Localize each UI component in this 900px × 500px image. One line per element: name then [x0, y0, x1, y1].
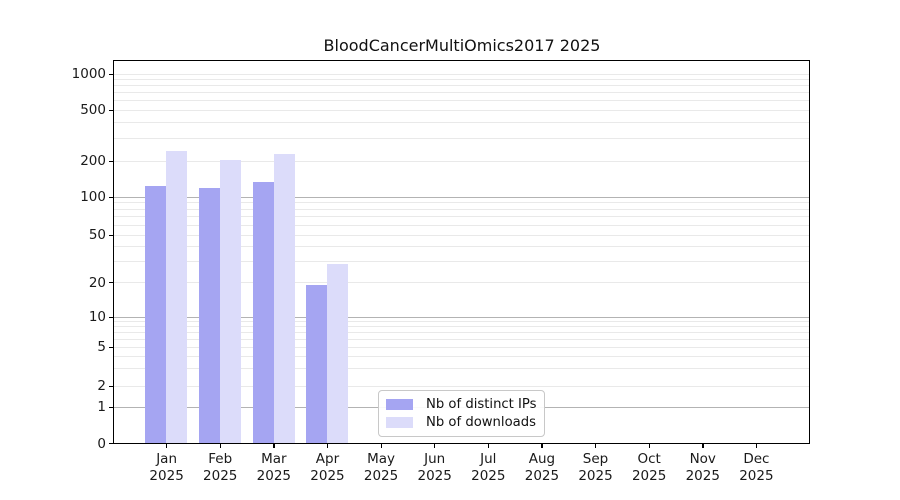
x-tick-label-jun: Jun 2025	[417, 451, 452, 484]
gridline-minor-2	[114, 385, 809, 387]
x-tick-label-sep: Sep 2025	[578, 451, 613, 484]
plot-area	[113, 60, 810, 444]
x-tick-mark-jul	[487, 444, 490, 448]
y-tick-mark-100	[109, 196, 113, 198]
y-tick-label-10: 10	[88, 309, 106, 325]
x-tick-mark-mar	[273, 444, 275, 448]
x-tick-label-feb: Feb 2025	[203, 451, 238, 484]
bar-apr-downloads	[327, 263, 349, 443]
legend-label-downloads: Nb of downloads	[426, 415, 536, 430]
x-tick-label-oct: Oct 2025	[631, 451, 667, 484]
y-tick-label-100: 100	[80, 189, 106, 205]
bar-mar-distinct-ips	[252, 181, 274, 443]
legend-label-distinct-ips: Nb of distinct IPs	[426, 397, 537, 412]
y-tick-mark-10	[109, 316, 113, 318]
gridline-minor-4	[114, 356, 809, 358]
bar-jan-distinct-ips	[145, 185, 167, 443]
gridline-minor-8	[114, 326, 809, 328]
x-tick-mark-jan	[166, 444, 168, 448]
gridline-minor-60	[114, 224, 809, 226]
y-tick-mark-1000	[109, 73, 113, 75]
x-tick-mark-jun	[434, 444, 436, 448]
chart-title: BloodCancerMultiOmics2017 2025	[323, 36, 601, 55]
x-tick-mark-sep	[595, 444, 597, 448]
gridline-minor-6	[114, 338, 809, 340]
legend-swatch-downloads-icon	[386, 417, 413, 428]
y-tick-mark-50	[109, 234, 113, 236]
x-tick-mark-may	[380, 444, 382, 448]
gridline-minor-1000	[114, 73, 809, 75]
y-tick-mark-0	[109, 443, 113, 445]
gridline-minor-400	[114, 122, 809, 124]
y-tick-label-500: 500	[80, 102, 106, 118]
gridline-major-10	[114, 316, 809, 318]
gridline-minor-900	[114, 79, 809, 81]
legend-item-downloads: Nb of downloads	[386, 415, 544, 430]
y-tick-mark-2	[109, 385, 113, 387]
y-tick-label-50: 50	[88, 227, 106, 243]
bar-feb-distinct-ips	[198, 187, 220, 443]
gridline-minor-700	[114, 92, 809, 94]
y-tick-label-2: 2	[97, 378, 106, 394]
gridline-minor-40	[114, 246, 809, 248]
x-tick-label-jul: Jul 2025	[471, 451, 506, 484]
y-tick-mark-5	[109, 346, 113, 348]
gridline-minor-9	[114, 321, 809, 323]
gridline-minor-20	[114, 282, 809, 284]
gridline-major-100	[114, 196, 809, 198]
x-tick-mark-apr	[326, 444, 329, 448]
y-tick-label-20: 20	[88, 274, 106, 291]
gridline-minor-90	[114, 202, 809, 204]
y-tick-mark-500	[109, 109, 113, 111]
gridline-minor-500	[114, 109, 809, 111]
x-tick-mark-aug	[541, 444, 543, 448]
x-tick-label-nov: Nov 2025	[685, 451, 720, 484]
x-tick-label-jan: Jan 2025	[149, 451, 184, 484]
gridline-minor-50	[114, 234, 809, 236]
x-tick-label-dec: Dec 2025	[739, 451, 774, 484]
bar-jan-downloads	[166, 151, 188, 443]
bar-feb-downloads	[219, 159, 241, 443]
y-tick-mark-20	[109, 282, 113, 284]
x-tick-mark-dec	[755, 444, 758, 448]
gridline-minor-7	[114, 332, 809, 334]
legend-swatch-distinct-ips-icon	[386, 399, 413, 410]
x-tick-mark-oct	[648, 444, 650, 448]
gridline-minor-300	[114, 138, 809, 140]
x-tick-mark-nov	[702, 444, 704, 448]
gridline-minor-800	[114, 85, 809, 87]
y-tick-label-5: 5	[97, 339, 106, 355]
gridline-minor-80	[114, 208, 809, 210]
y-tick-mark-200	[109, 160, 113, 162]
y-tick-label-1: 1	[97, 399, 106, 415]
y-tick-label-200: 200	[80, 153, 106, 169]
gridline-minor-600	[114, 100, 809, 102]
bar-mar-downloads	[273, 153, 295, 443]
y-tick-mark-1	[109, 406, 113, 408]
x-tick-mark-feb	[219, 444, 222, 448]
bar-apr-distinct-ips	[306, 285, 328, 443]
x-tick-label-may: May 2025	[363, 451, 399, 484]
gridline-minor-30	[114, 261, 809, 263]
x-tick-label-apr: Apr 2025	[310, 451, 345, 484]
gridline-minor-200	[114, 160, 809, 162]
y-tick-label-1000: 1000	[71, 66, 106, 82]
gridline-minor-5	[114, 346, 809, 348]
x-tick-label-aug: Aug 2025	[524, 451, 560, 484]
gridline-minor-70	[114, 216, 809, 218]
gridline-minor-3	[114, 368, 809, 370]
x-tick-label-mar: Mar 2025	[256, 451, 292, 484]
y-tick-label-0: 0	[97, 435, 106, 452]
legend: Nb of distinct IPs Nb of downloads	[378, 390, 545, 437]
legend-item-distinct-ips: Nb of distinct IPs	[386, 397, 544, 412]
